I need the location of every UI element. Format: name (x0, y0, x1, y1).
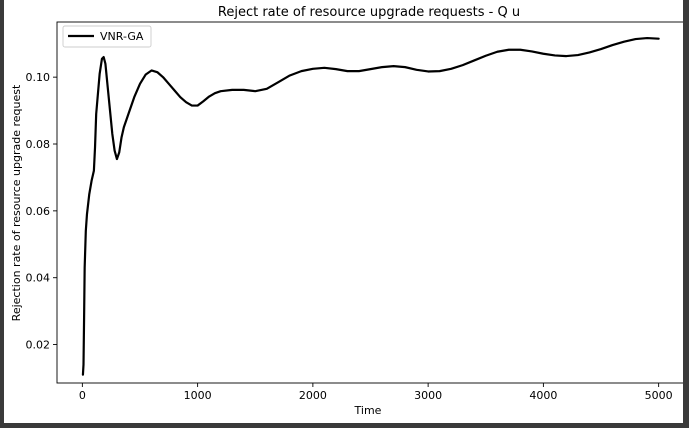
legend-label-vnr-ga: VNR-GA (100, 30, 144, 43)
y-tick-label: 0.04 (26, 272, 51, 285)
line-chart: Reject rate of resource upgrade requests… (10, 5, 683, 417)
x-tick-label: 5000 (645, 389, 673, 402)
y-tick-label: 0.10 (26, 71, 51, 84)
legend-box (62, 25, 152, 48)
figure-frame: Reject rate of resource upgrade requests… (4, 0, 683, 423)
y-tick-label: 0.06 (26, 205, 51, 218)
x-tick-label: 0 (79, 389, 86, 402)
y-tick-label: 0.02 (26, 339, 51, 352)
x-tick-label: 4000 (529, 389, 557, 402)
x-tick-label: 1000 (184, 389, 212, 402)
y-tick-label: 0.08 (26, 138, 51, 151)
plot-area-border (56, 21, 683, 384)
x-axis: 0 1000 2000 3000 4000 5000 (79, 383, 673, 402)
series-line-vnr-ga (81, 36, 660, 376)
y-axis-title: Rejection rate of resource upgrade reque… (10, 84, 23, 321)
x-axis-title: Time (354, 404, 382, 417)
legend: VNR-GA (62, 25, 152, 48)
y-axis: 0.02 0.04 0.06 0.08 0.10 (26, 71, 57, 352)
x-tick-label: 2000 (299, 389, 327, 402)
chart-title: Reject rate of resource upgrade requests… (218, 5, 520, 20)
x-tick-label: 3000 (414, 389, 442, 402)
